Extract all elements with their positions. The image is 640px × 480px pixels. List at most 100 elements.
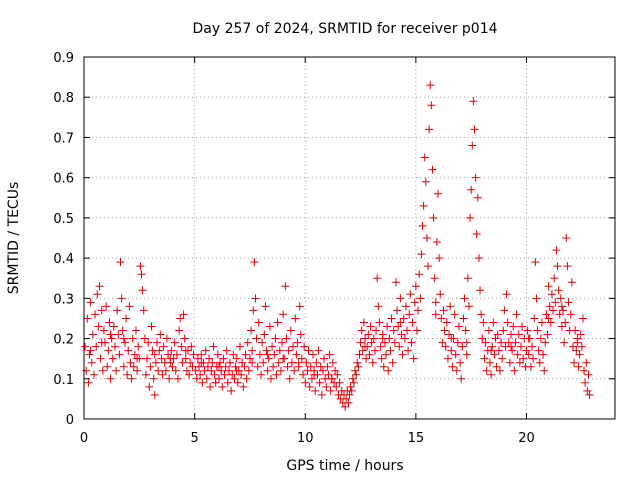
data-point: [346, 382, 355, 391]
data-point: [209, 342, 218, 351]
data-point: [281, 282, 290, 291]
data-point: [310, 370, 319, 379]
data-point: [143, 354, 152, 363]
data-point: [193, 354, 202, 363]
data-point: [332, 382, 341, 391]
data-point: [136, 262, 145, 271]
data-point: [305, 382, 314, 391]
data-point: [560, 338, 569, 347]
data-point: [227, 386, 236, 395]
data-point: [420, 153, 429, 162]
data-point: [553, 262, 562, 271]
data-point: [412, 326, 421, 335]
data-point: [383, 322, 392, 331]
data-point: [515, 358, 524, 367]
y-tick-label: 0.6: [53, 172, 74, 187]
data-point: [119, 362, 128, 371]
data-point: [582, 358, 591, 367]
data-point: [464, 302, 473, 311]
data-point: [386, 346, 395, 355]
data-point: [291, 314, 300, 323]
data-point: [155, 346, 164, 355]
x-axis-label: GPS time / hours: [286, 458, 403, 474]
data-point: [176, 314, 185, 323]
data-point: [325, 350, 334, 359]
data-point: [213, 350, 222, 359]
plot-frame: [83, 56, 616, 420]
data-point: [523, 326, 532, 335]
data-point: [257, 370, 265, 379]
data-point: [397, 330, 406, 339]
data-point: [254, 318, 263, 327]
data-point: [171, 366, 180, 375]
data-point: [417, 250, 426, 259]
data-point: [485, 358, 494, 367]
data-point: [400, 334, 409, 343]
data-point: [92, 342, 101, 351]
data-point: [550, 274, 559, 283]
data-point: [104, 346, 113, 355]
data-point: [214, 374, 223, 383]
data-point: [503, 318, 512, 327]
y-tick-label: 0.9: [53, 51, 74, 66]
data-point: [522, 346, 531, 355]
data-point: [235, 342, 244, 351]
data-point: [107, 334, 116, 343]
data-point: [165, 374, 174, 383]
data-point: [351, 366, 360, 375]
data-point: [531, 258, 540, 267]
data-point: [317, 390, 326, 399]
data-point: [185, 370, 194, 379]
data-point: [462, 350, 471, 359]
data-point: [133, 366, 142, 375]
data-point: [191, 366, 200, 375]
data-point: [220, 370, 229, 379]
data-point: [528, 342, 537, 351]
data-point: [314, 346, 323, 355]
data-point: [429, 213, 438, 222]
data-point: [290, 366, 299, 375]
data-point: [323, 362, 332, 371]
data-point: [435, 254, 444, 263]
data-point: [218, 382, 227, 391]
data-point: [425, 125, 434, 134]
data-point: [266, 374, 275, 383]
data-point: [124, 346, 133, 355]
data-point: [284, 346, 293, 355]
data-point: [263, 366, 272, 375]
data-point: [105, 318, 114, 327]
data-point: [452, 366, 461, 375]
data-point: [206, 382, 215, 391]
x-tick-label: 20: [518, 431, 535, 446]
data-point: [265, 322, 274, 331]
data-point: [262, 346, 271, 355]
data-point: [127, 374, 136, 383]
data-point: [462, 338, 471, 347]
data-point: [374, 302, 383, 311]
data-point: [182, 366, 191, 375]
data-point: [419, 201, 428, 210]
data-point: [443, 354, 452, 363]
data-point: [471, 173, 480, 182]
data-point: [394, 322, 403, 331]
data-point: [467, 185, 476, 194]
data-point: [457, 374, 466, 383]
data-point: [474, 254, 483, 263]
data-point: [197, 358, 206, 367]
data-point: [87, 358, 96, 367]
data-point: [372, 326, 381, 335]
data-point: [502, 290, 511, 299]
data-point: [575, 350, 584, 359]
data-point: [362, 354, 371, 363]
data-point: [535, 358, 544, 367]
data-point: [469, 97, 478, 106]
data-point: [422, 234, 431, 242]
data-point: [151, 358, 160, 367]
data-point: [360, 342, 369, 351]
data-point: [157, 354, 166, 363]
data-point: [289, 342, 298, 351]
data-point: [358, 346, 367, 355]
data-point: [359, 318, 368, 327]
data-point: [146, 362, 155, 371]
